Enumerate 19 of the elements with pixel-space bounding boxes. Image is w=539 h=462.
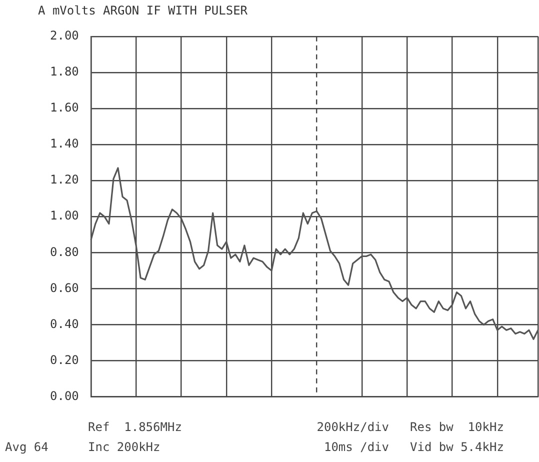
text: Avg 64 bbox=[5, 440, 48, 454]
chart-title: A mVolts ARGON IF WITH PULSER bbox=[38, 3, 248, 18]
text: 10ms /div bbox=[324, 440, 389, 454]
text: Ref 1.856MHz bbox=[88, 420, 182, 434]
y-tick-label: 0.40 bbox=[50, 316, 79, 331]
y-tick-label: 1.80 bbox=[50, 64, 79, 79]
text: Inc 200kHz bbox=[88, 440, 160, 454]
y-tick-label: 0.80 bbox=[50, 244, 79, 259]
y-tick-label: 1.60 bbox=[50, 100, 79, 115]
y-tick-label: 1.20 bbox=[50, 172, 79, 187]
y-tick-label: 1.40 bbox=[50, 136, 79, 151]
y-tick-label: 1.00 bbox=[50, 208, 79, 223]
y-tick-label: 0.20 bbox=[50, 352, 79, 367]
y-tick-label: 0.60 bbox=[50, 280, 79, 295]
text: Res bw 10kHz bbox=[410, 420, 504, 434]
text: Vid bw 5.4kHz bbox=[410, 440, 504, 454]
text: 200kHz/div bbox=[316, 420, 389, 434]
y-tick-label: 0.00 bbox=[50, 388, 79, 403]
y-tick-label: 2.00 bbox=[50, 28, 79, 43]
